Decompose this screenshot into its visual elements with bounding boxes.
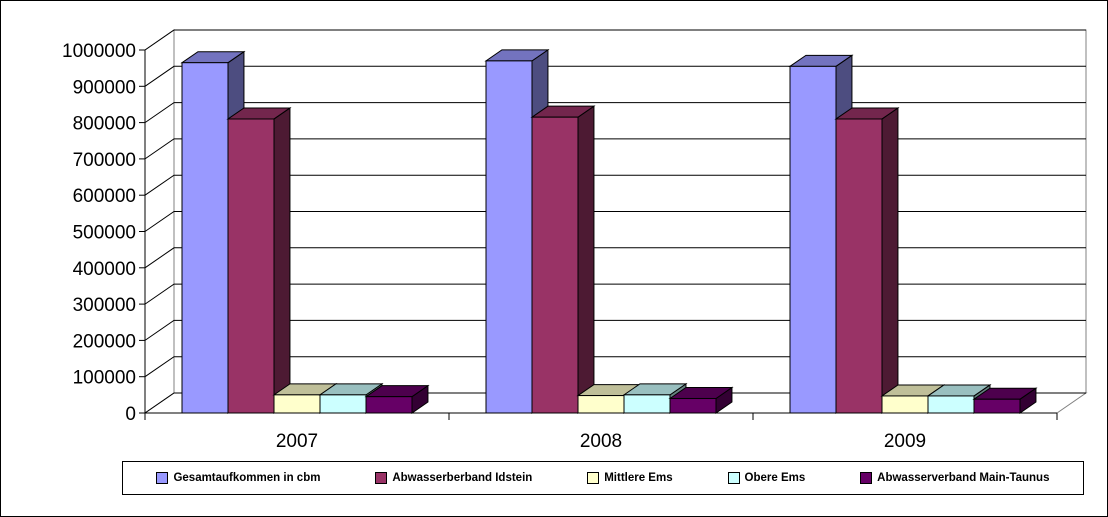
y-tick-label: 500000 xyxy=(73,223,136,244)
x-tick-label: 2008 xyxy=(580,431,622,452)
x-tick-label: 2007 xyxy=(276,431,318,452)
legend: Gesamtaufkommen in cbm Abwasserberband Id… xyxy=(122,461,1084,495)
legend-label: Abwasserverband Main-Taunus xyxy=(877,472,1050,484)
gridline xyxy=(144,65,1086,87)
bar xyxy=(226,107,292,414)
y-tick-label: 1000000 xyxy=(62,41,136,62)
legend-item: Abwasserberband Idstein xyxy=(375,472,532,484)
y-tick-label: 300000 xyxy=(73,295,136,316)
y-tick-label: 900000 xyxy=(73,77,136,98)
legend-swatch xyxy=(375,472,388,484)
chart-plot: 0 100000 200000 300000 400000 500000 600000 700… xyxy=(62,29,1088,452)
gridline xyxy=(144,102,1086,124)
legend-label: Gesamtaufkommen in cbm xyxy=(173,472,321,484)
bar xyxy=(364,384,430,414)
gridline xyxy=(144,283,1086,305)
legend-label: Mittlere Ems xyxy=(604,472,673,484)
legend-item: Obere Ems xyxy=(727,472,806,484)
legend-item: Mittlere Ems xyxy=(587,472,673,484)
legend-swatch xyxy=(860,472,873,484)
bar xyxy=(972,387,1038,414)
gridline xyxy=(144,174,1086,196)
legend-swatch xyxy=(727,472,740,484)
gridline xyxy=(144,247,1086,269)
gridline xyxy=(144,29,1086,51)
bar xyxy=(622,382,688,414)
bar xyxy=(834,107,900,414)
gridline xyxy=(144,356,1086,378)
legend-label: Obere Ems xyxy=(744,472,806,484)
legend-item: Abwasserverband Main-Taunus xyxy=(860,472,1049,484)
x-axis-ticks: 2007 2008 2009 xyxy=(144,412,1058,452)
y-axis-ticks: 0 100000 200000 300000 400000 500000 600000 700… xyxy=(62,41,146,425)
legend-swatch xyxy=(156,472,169,484)
bar xyxy=(668,386,734,414)
bar xyxy=(530,105,596,414)
y-tick-label: 800000 xyxy=(73,114,136,135)
legend-label: Abwasserberband Idstein xyxy=(392,472,533,484)
y-tick-label: 0 xyxy=(125,404,136,425)
gridline xyxy=(144,319,1086,341)
bars xyxy=(180,48,1038,414)
gridline xyxy=(144,392,1086,414)
x-tick-label: 2009 xyxy=(884,431,926,452)
legend-swatch xyxy=(587,472,600,484)
y-tick-label: 200000 xyxy=(73,331,136,352)
gridline xyxy=(144,211,1086,232)
y-tick-label: 400000 xyxy=(73,259,136,280)
legend-item: Gesamtaufkommen in cbm xyxy=(156,472,320,484)
y-tick-label: 100000 xyxy=(73,368,136,389)
y-tick-label: 600000 xyxy=(73,186,136,207)
gridline xyxy=(144,138,1086,160)
y-tick-label: 700000 xyxy=(73,150,136,171)
gridlines xyxy=(144,29,1086,414)
